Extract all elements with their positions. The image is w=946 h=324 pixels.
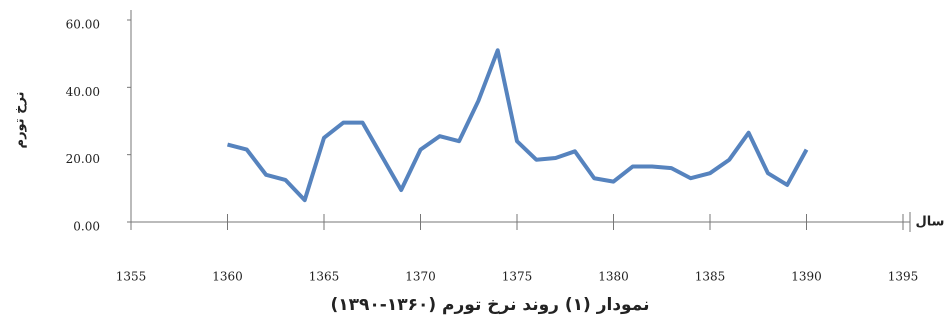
y-tick-label: 20.00 (66, 152, 100, 166)
line (228, 50, 807, 200)
y-tick-label: 40.00 (66, 85, 100, 99)
chart: نمودار (۱) روند نرخ تورم (۱۳۶۰-۱۳۹۰) سال… (0, 0, 946, 324)
x-tick-label: 1390 (791, 270, 822, 284)
x-tick-label: 1355 (116, 270, 147, 284)
x-tick-label: 1375 (502, 270, 533, 284)
x-tick-label: 1365 (309, 270, 340, 284)
y-axis-label: نرخ تورم (13, 92, 28, 149)
x-tick-label: 1380 (598, 270, 629, 284)
y-tick-label: 60.00 (66, 18, 100, 32)
x-tick-label: 1385 (695, 270, 726, 284)
x-tick-label: 1370 (405, 270, 436, 284)
x-axis-label: سال (916, 215, 945, 230)
chart-title: نمودار (۱) روند نرخ تورم (۱۳۶۰-۱۳۹۰) (330, 295, 649, 315)
y-tick-label: 0.00 (73, 220, 100, 234)
x-tick-label: 1395 (888, 270, 919, 284)
x-tick-label: 1360 (212, 270, 243, 284)
